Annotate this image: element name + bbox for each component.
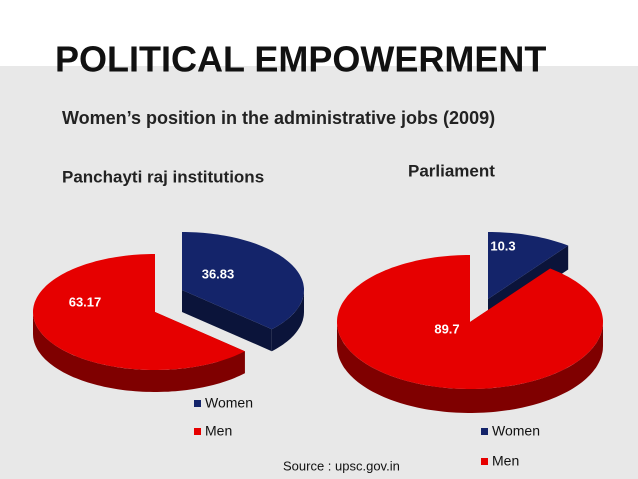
slide-subtitle: Women’s position in the administrative j… [62, 108, 495, 128]
slide-title: POLITICAL EMPOWERMENT [55, 39, 546, 80]
data-label: 63.17 [69, 294, 102, 309]
slice [33, 254, 245, 370]
slice [337, 255, 603, 389]
legend-label: Men [492, 453, 519, 469]
legend-label: Women [205, 395, 253, 411]
slice-side [33, 312, 245, 392]
legend-swatch [194, 400, 201, 407]
data-label: 89.7 [434, 321, 459, 336]
data-label: 36.83 [202, 266, 235, 281]
legend-swatch [481, 458, 488, 465]
legend-swatch [481, 428, 488, 435]
chart-title: Panchayti raj institutions [62, 167, 264, 186]
slice-side [271, 290, 304, 352]
slice-side [337, 322, 603, 413]
legend-label: Women [492, 423, 540, 439]
source: Source : upsc.gov.in [283, 458, 400, 473]
legend-swatch [194, 428, 201, 435]
chart-title: Parliament [408, 161, 495, 180]
slice [182, 232, 304, 330]
legend-label: Men [205, 423, 232, 439]
data-label: 10.3 [490, 238, 515, 253]
slice-face [182, 290, 272, 352]
slice [488, 232, 569, 299]
